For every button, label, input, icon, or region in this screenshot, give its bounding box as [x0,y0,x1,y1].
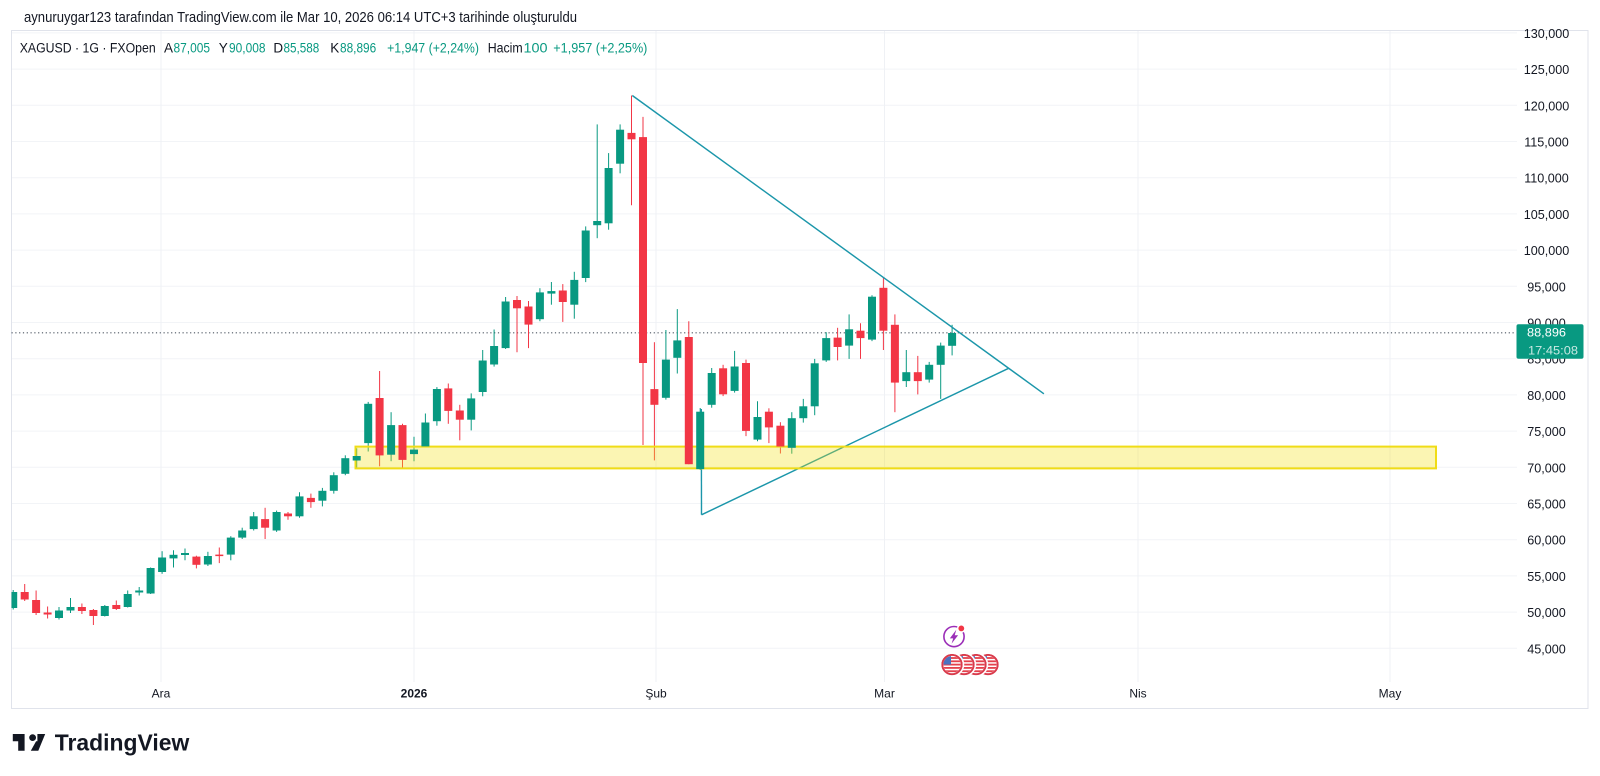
svg-text:TradingView: TradingView [55,730,190,756]
svg-text:95,000: 95,000 [1527,280,1566,294]
svg-text:70,000: 70,000 [1527,461,1566,475]
svg-text:17:45:08: 17:45:08 [1528,346,1578,358]
svg-text:Şub: Şub [645,687,667,701]
svg-text:100,000: 100,000 [1524,244,1570,258]
svg-text:100: 100 [524,41,548,56]
svg-text:65,000: 65,000 [1527,498,1566,512]
svg-text:Ara: Ara [152,687,171,701]
svg-text:88,896: 88,896 [1527,326,1566,340]
svg-text:45,000: 45,000 [1527,642,1566,656]
svg-text:May: May [1379,687,1402,701]
svg-text:90,008: 90,008 [229,41,266,56]
svg-text:2026: 2026 [401,687,428,701]
svg-text:Mar: Mar [874,687,895,701]
svg-text:A: A [164,41,173,56]
svg-text:60,000: 60,000 [1527,534,1566,548]
svg-text:85,588: 85,588 [284,41,320,56]
svg-text:120,000: 120,000 [1524,99,1570,113]
svg-text:55,000: 55,000 [1527,570,1566,584]
svg-text:110,000: 110,000 [1524,172,1569,186]
svg-text:D: D [273,41,283,56]
svg-text:87,005: 87,005 [174,41,211,56]
svg-text:Y: Y [219,41,228,56]
svg-text:50,000: 50,000 [1527,606,1566,620]
svg-text:+1,957 (+2,25%): +1,957 (+2,25%) [553,41,647,56]
svg-text:Nis: Nis [1129,687,1146,701]
svg-text:K: K [330,41,339,56]
svg-text:Hacim: Hacim [488,41,523,56]
svg-text:aynuruygar123 tarafından Tradi: aynuruygar123 tarafından TradingView.com… [24,10,577,26]
svg-text:130,000: 130,000 [1524,27,1570,41]
svg-text:88,896: 88,896 [340,41,376,56]
svg-text:XAGUSD · 1G · FXOpen: XAGUSD · 1G · FXOpen [20,41,156,56]
svg-text:125,000: 125,000 [1524,63,1570,77]
svg-text:+1,947 (+2,24%): +1,947 (+2,24%) [387,41,479,56]
svg-text:115,000: 115,000 [1524,136,1569,150]
svg-text:80,000: 80,000 [1527,389,1566,403]
svg-text:105,000: 105,000 [1524,208,1570,222]
svg-text:75,000: 75,000 [1527,425,1566,439]
